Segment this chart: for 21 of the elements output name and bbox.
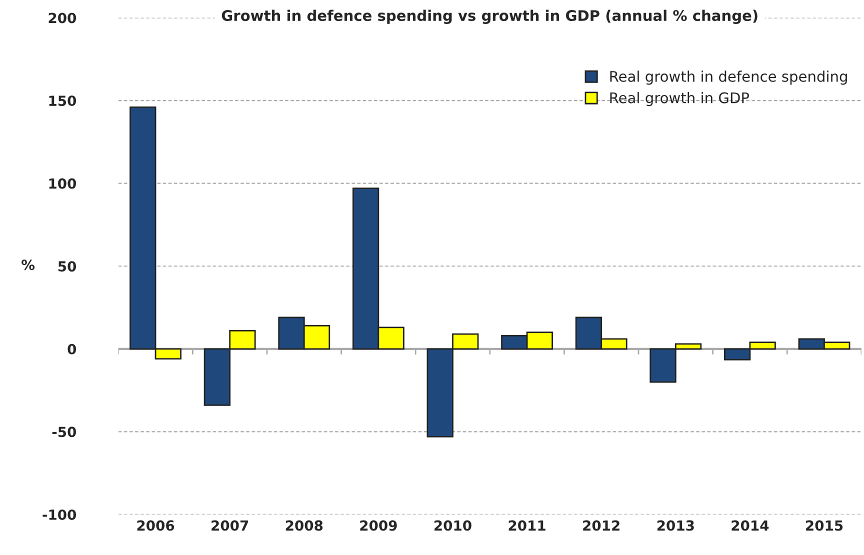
x-tick-label: 2011 [508, 520, 546, 531]
y-tick-label: 150 [49, 96, 76, 106]
x-tick-label: 2006 [137, 520, 174, 531]
legend-label: Real growth in defence spending [610, 70, 847, 85]
x-tick-label: 2007 [212, 520, 248, 531]
legend-label: Real growth in GDP [610, 92, 750, 106]
y-axis-title: % [22, 260, 35, 270]
y-tick-label: 100 [49, 178, 76, 189]
y-tick-label: 0 [68, 344, 76, 354]
y-tick-label: -50 [52, 426, 76, 438]
y-tick-label: 200 [48, 12, 76, 24]
y-tick-label: -100 [42, 509, 76, 520]
x-tick-label: 2012 [583, 520, 620, 531]
x-tick-label: 2013 [657, 520, 694, 531]
x-tick-label: 2010 [434, 520, 472, 531]
x-tick-label: 2014 [732, 520, 769, 531]
x-tick-label: 2009 [360, 520, 397, 531]
y-tick-label: 50 [58, 261, 76, 272]
x-tick-label: 2015 [806, 520, 843, 531]
chart-title: Growth in defence spending vs growth in GDP (annual % change) [222, 10, 758, 24]
x-tick-label: 2008 [286, 520, 323, 531]
